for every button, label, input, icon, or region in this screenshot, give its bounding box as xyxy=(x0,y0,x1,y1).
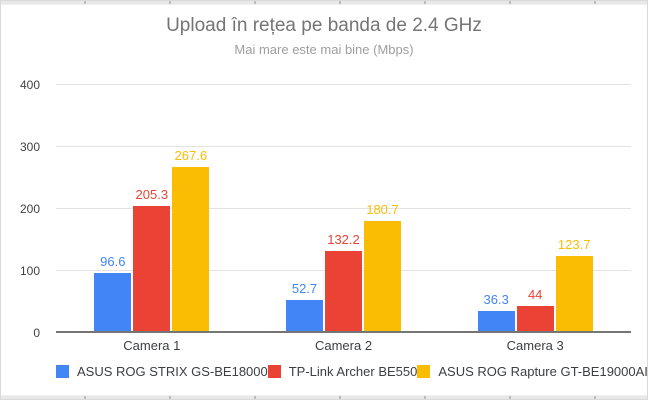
y-tick-label: 400 xyxy=(19,78,40,92)
legend: ASUS ROG STRIX GS-BE18000 TP-Link Archer … xyxy=(56,364,648,379)
legend-label: TP-Link Archer BE550 xyxy=(288,364,418,379)
bar-group-1: 96.6 205.3 267.6 xyxy=(56,85,248,333)
spreadsheet-edge-top xyxy=(1,1,647,5)
legend-label: ASUS ROG Rapture GT-BE19000AI xyxy=(438,364,648,379)
gridline xyxy=(56,146,631,147)
bar-value-label: 96.6 xyxy=(100,254,126,270)
bar[interactable]: 36.3 xyxy=(477,292,515,333)
bar-value-label: 180.7 xyxy=(366,201,399,217)
bar-value-label: 132.2 xyxy=(327,232,360,248)
bar[interactable]: 132.2 xyxy=(325,232,362,333)
bar[interactable]: 52.7 xyxy=(286,281,323,333)
bar-value-label: 44 xyxy=(527,286,543,302)
y-tick-label: 100 xyxy=(19,264,40,278)
y-axis: 0 100 200 300 400 xyxy=(1,78,46,340)
spreadsheet-edge-bottom xyxy=(1,395,647,399)
legend-swatch-icon xyxy=(267,365,281,378)
bar[interactable]: 267.6 xyxy=(172,148,210,333)
x-category-label: Camera 3 xyxy=(506,338,564,353)
legend-label: ASUS ROG STRIX GS-BE18000 xyxy=(77,364,268,379)
x-category-label: Camera 2 xyxy=(314,338,373,353)
bar-group-3: 36.3 44 123.7 xyxy=(439,85,631,333)
bar[interactable]: 123.7 xyxy=(555,237,593,333)
bar-group-2: 52.7 132.2 180.7 xyxy=(248,85,440,333)
plot-region: 96.6 205.3 267.6 52.7 132.2 180.7 36.3 44 123.7 xyxy=(56,84,631,333)
chart-title: Upload în rețea pe banda de 2.4 GHz xyxy=(166,15,482,36)
bar[interactable]: 44 xyxy=(516,287,554,333)
bar-groups: 96.6 205.3 267.6 52.7 132.2 180.7 36.3 44 123.7 xyxy=(56,85,631,333)
bar-value-label: 267.6 xyxy=(174,148,208,164)
bar[interactable]: 180.7 xyxy=(364,202,401,333)
legend-swatch-icon xyxy=(417,365,431,378)
x-axis: Camera 1 Camera 2 Camera 3 xyxy=(56,338,631,353)
y-tick-label: 300 xyxy=(19,140,40,154)
bar-value-label: 123.7 xyxy=(557,237,591,253)
legend-swatch-icon xyxy=(56,365,69,378)
legend-item: ASUS ROG STRIX GS-BE18000 xyxy=(56,364,268,379)
chart-subtitle: Mai mare este mai bine (Mbps) xyxy=(234,42,414,57)
bar-value-label: 52.7 xyxy=(291,281,318,297)
y-tick-label: 0 xyxy=(33,326,40,340)
x-category-label: Camera 1 xyxy=(123,338,181,353)
gridline xyxy=(56,208,631,209)
x-axis-baseline xyxy=(56,331,631,333)
bar-value-label: 36.3 xyxy=(483,291,509,307)
bar[interactable]: 96.6 xyxy=(94,254,132,333)
bar-value-label: 205.3 xyxy=(135,186,169,202)
gridline xyxy=(56,84,631,85)
legend-item: TP-Link Archer BE550 xyxy=(267,364,418,379)
legend-item: ASUS ROG Rapture GT-BE19000AI xyxy=(417,364,648,379)
y-tick-label: 200 xyxy=(19,202,40,216)
bar[interactable]: 205.3 xyxy=(133,187,171,333)
